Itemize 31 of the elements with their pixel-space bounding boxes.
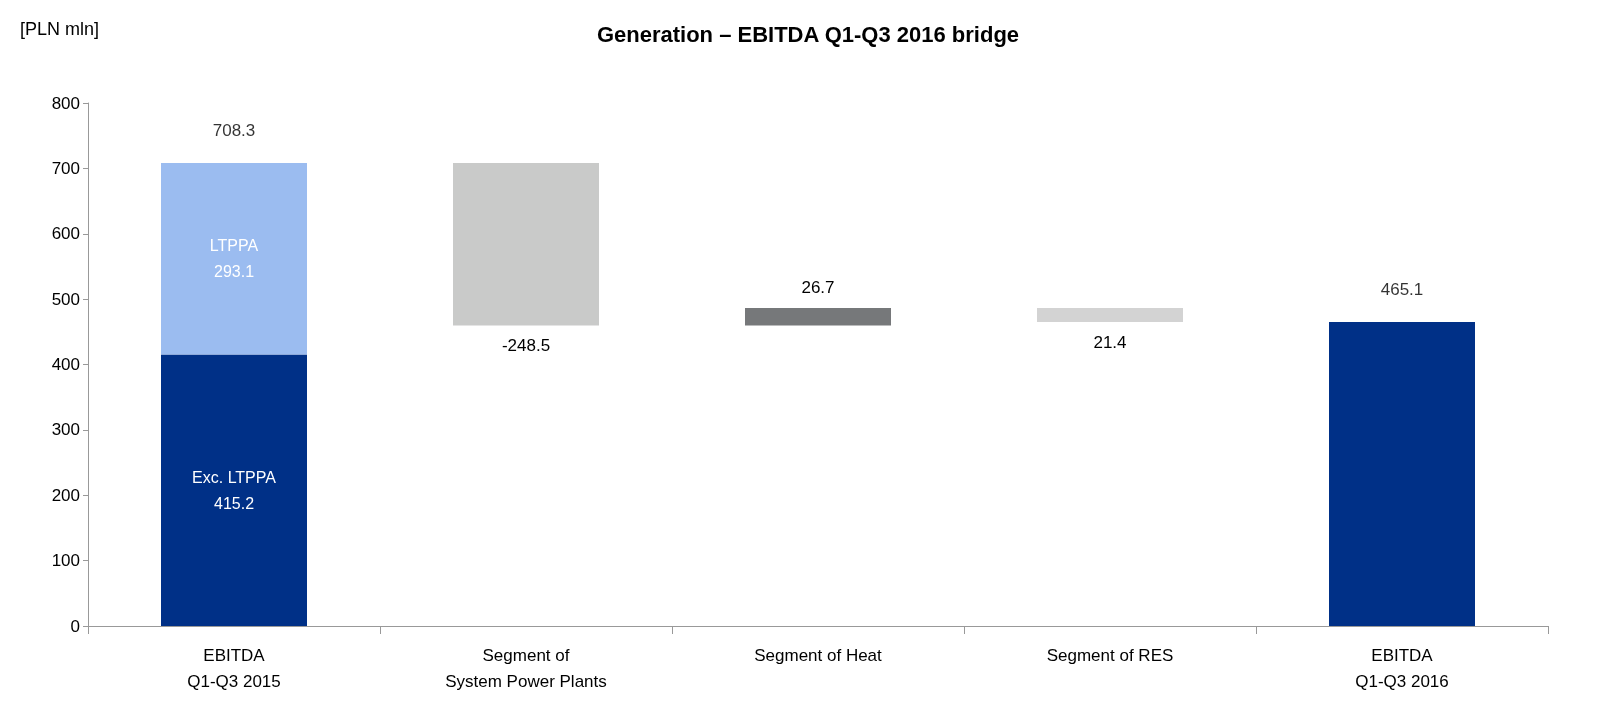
- total-label: 465.1: [1380, 279, 1424, 299]
- y-tick-label: 100: [51, 551, 80, 571]
- x-tick-label: Segment of RES: [1046, 645, 1174, 665]
- bar: [161, 162, 307, 355]
- bar: [745, 307, 891, 326]
- bar: [161, 354, 307, 626]
- y-tick-label: 700: [51, 158, 80, 178]
- data-label: 293.1: [213, 263, 255, 281]
- y-tick-label: 400: [51, 355, 80, 374]
- data-label: 21.4: [1093, 332, 1127, 352]
- series-label: LTPPA: [209, 237, 259, 255]
- y-axis-title: [PLN mln]: [20, 19, 100, 39]
- y-tick-label: 0: [70, 616, 80, 636]
- data-label: 26.7: [801, 277, 835, 297]
- y-tick-label: 300: [51, 420, 80, 440]
- data-label: 415.2: [213, 494, 255, 512]
- bar: [1037, 307, 1183, 322]
- bar: [1329, 321, 1475, 626]
- x-tick-label: Segment of Heat: [754, 645, 883, 665]
- x-tick-label: Segment of System Power Plants: [445, 645, 607, 691]
- bar: [453, 162, 599, 326]
- data-label: -248.5: [501, 336, 551, 356]
- x-tick-label: EBITDA Q1-Q3 2016: [1355, 645, 1449, 691]
- y-tick-label: 600: [51, 224, 80, 244]
- chart-title: Generation – EBITDA Q1-Q3 2016 bridge: [596, 21, 1020, 47]
- x-tick-label: EBITDA Q1-Q3 2015: [187, 645, 281, 691]
- series-label: Exc. LTPPA: [192, 468, 277, 486]
- total-label: 708.3: [212, 120, 256, 140]
- y-tick-label: 800: [51, 93, 80, 113]
- y-tick-label: 500: [51, 289, 80, 309]
- y-tick-label: 200: [51, 485, 80, 505]
